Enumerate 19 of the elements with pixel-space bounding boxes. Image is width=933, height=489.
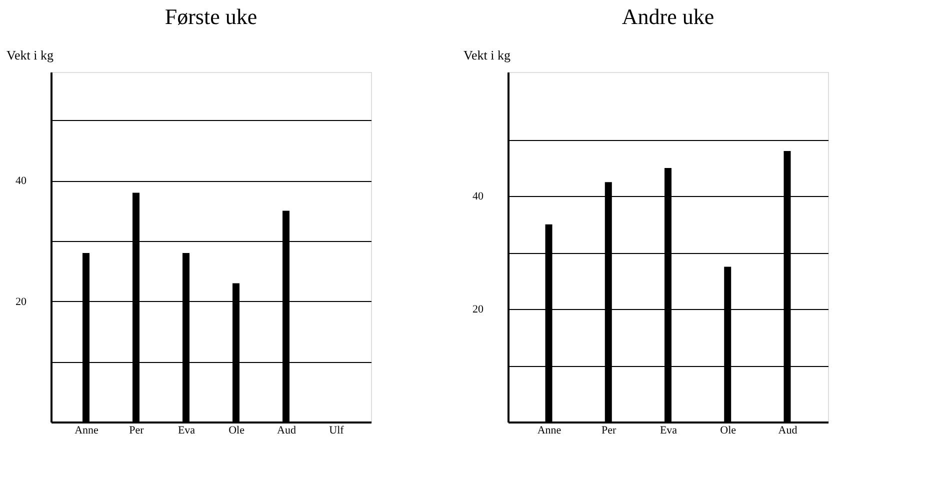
y-tick-label: 20 (16, 296, 27, 308)
y-axis-title: Vekt i kg (6, 48, 54, 62)
y-tick-label: 40 (16, 175, 27, 188)
x-tick-label: Aud (778, 424, 798, 436)
x-tick-label: Per (129, 424, 144, 436)
x-tick-label: Eva (178, 424, 196, 436)
y-tick-label: 40 (472, 190, 484, 203)
x-tick-label: Anne (537, 424, 562, 436)
chart-title: Første uke (164, 4, 258, 29)
x-tick-label: Ulf (329, 424, 344, 436)
y-axis-title: Vekt i kg (464, 48, 511, 62)
x-tick-label: Ole (228, 424, 245, 436)
chart-title: Andre uke (622, 4, 714, 29)
x-tick-label: Anne (74, 424, 99, 436)
x-tick-label: Eva (660, 424, 678, 436)
x-tick-label: Per (602, 424, 617, 436)
x-tick-label: Aud (277, 424, 296, 436)
x-tick-label: Ole (720, 424, 736, 436)
y-tick-label: 20 (472, 304, 484, 316)
